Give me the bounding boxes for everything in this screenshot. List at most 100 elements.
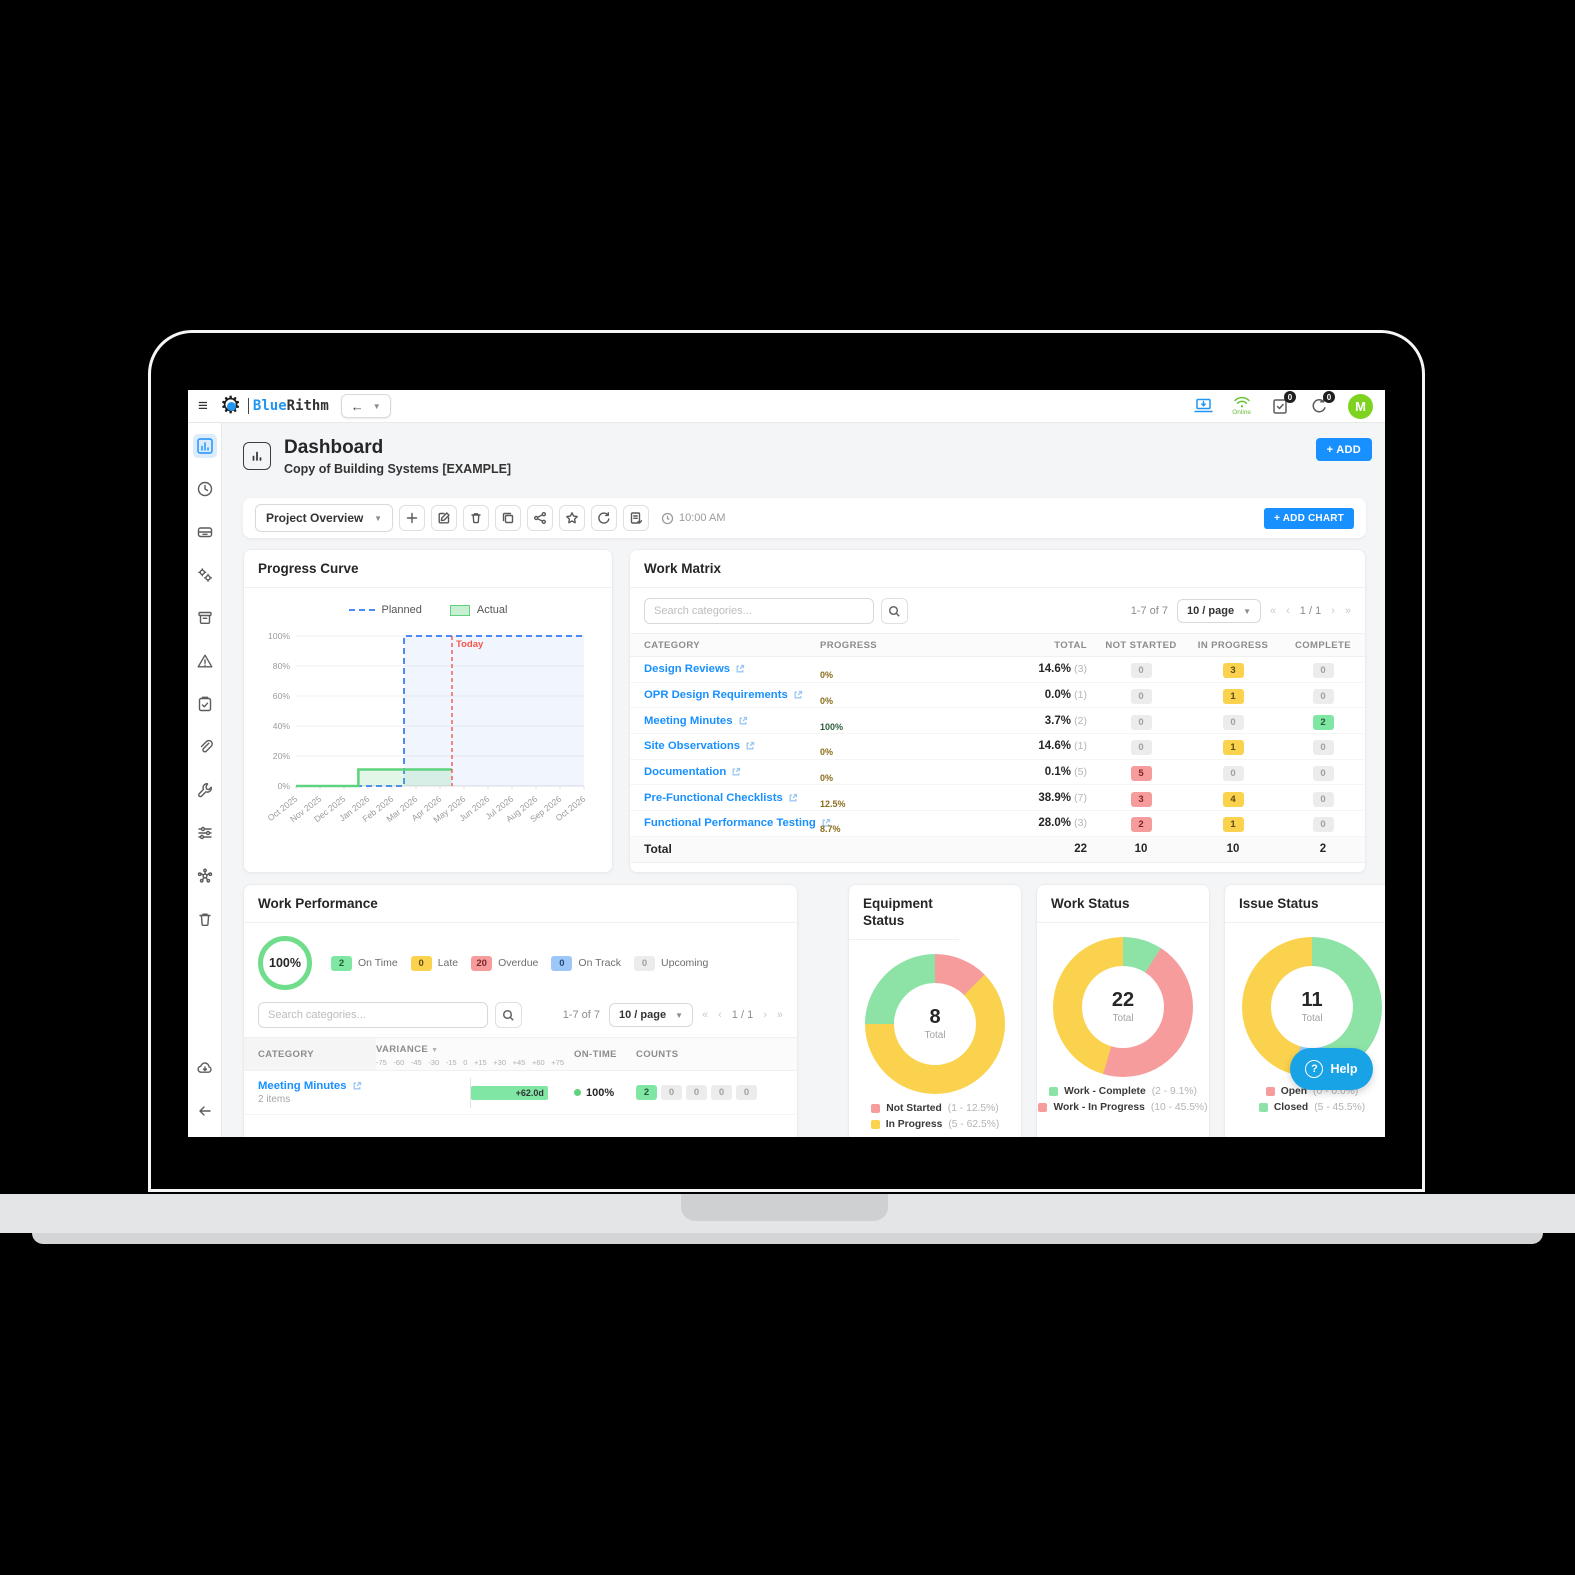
last-page-button[interactable]: » [1344, 605, 1351, 617]
next-page-button[interactable]: › [763, 1009, 767, 1021]
external-link-icon [353, 1081, 361, 1090]
user-avatar[interactable]: M [1348, 393, 1373, 419]
add-chart-button[interactable]: + ADD CHART [1264, 507, 1354, 529]
category-link[interactable]: Meeting Minutes [258, 1080, 347, 1092]
legend-item: Open (0 - 0.0%) [1265, 1086, 1358, 1097]
sidebar-item-settings[interactable] [193, 563, 217, 587]
table-row: Functional Performance Testing 8.7% 28.0… [630, 811, 1365, 837]
planned-legend-swatch [348, 609, 375, 611]
back-arrow-icon[interactable]: ← [350, 398, 364, 414]
first-page-button[interactable]: « [1270, 605, 1277, 617]
brand-name: BlueRithm [247, 398, 329, 414]
category-link[interactable]: Functional Performance Testing [644, 817, 816, 830]
category-link[interactable]: OPR Design Requirements [644, 689, 788, 702]
status-badge: 2 [1312, 714, 1334, 730]
category-link[interactable]: Pre-Functional Checklists [644, 791, 783, 804]
legend-item: In Progress (5 - 62.5%) [870, 1119, 999, 1130]
page-size-select[interactable]: 10 / page ▼ [1177, 599, 1261, 623]
external-link-icon [822, 819, 830, 827]
main-content: Dashboard Copy of Building Systems [EXAM… [222, 423, 1385, 1137]
status-badge: 0 [1222, 714, 1244, 730]
sidebar-item-filters[interactable] [193, 821, 217, 845]
prev-page-button[interactable]: ‹ [718, 1009, 722, 1021]
category-link[interactable]: Documentation [644, 766, 727, 779]
variance-bar: +62.0d [471, 1085, 548, 1100]
help-button[interactable]: ? Help [1290, 1048, 1373, 1090]
legend-item: Work - In Progress (10 - 45.5%) [1038, 1102, 1208, 1113]
edit-button[interactable] [431, 505, 457, 531]
items-count: 2 items [258, 1094, 291, 1105]
count-badge: 0 [661, 1085, 682, 1100]
search-input[interactable] [644, 598, 874, 624]
page-indicator: 1 / 1 [731, 1009, 754, 1021]
chevron-down-icon[interactable]: ▼ [372, 401, 381, 411]
on-time-cell: 100% [574, 1087, 636, 1099]
page-size-select[interactable]: 10 / page ▼ [609, 1003, 693, 1027]
category-link[interactable]: Site Observations [644, 740, 741, 753]
work-matrix-title: Work Matrix [630, 550, 1365, 588]
external-link-icon [794, 690, 802, 699]
bar-chart-icon [196, 438, 213, 454]
sidebar-collapse[interactable] [193, 1099, 217, 1123]
duplicate-button[interactable] [495, 505, 521, 531]
search-input[interactable] [258, 1002, 488, 1028]
sync-icon[interactable]: 0 [1309, 391, 1335, 416]
device-download-icon[interactable] [1193, 396, 1213, 416]
next-page-button[interactable]: › [1331, 605, 1335, 617]
sidebar-item-dashboard[interactable] [192, 434, 217, 458]
summary-badge: 2 On Time [331, 955, 398, 971]
paperclip-icon [200, 739, 213, 753]
hamburger-menu-icon[interactable]: ≡ [198, 396, 208, 415]
svg-text:Today: Today [456, 639, 484, 650]
status-badge: 0 [1312, 663, 1334, 679]
checklist-icon[interactable]: 0 [1270, 391, 1296, 416]
search-button[interactable] [495, 1002, 522, 1028]
curve-legend: Planned Actual [244, 604, 612, 616]
legend-item: Closed (5 - 45.5%) [1258, 1102, 1365, 1113]
sidebar-item-history[interactable] [193, 477, 217, 501]
prev-page-button[interactable]: ‹ [1286, 605, 1290, 617]
svg-text:20%: 20% [273, 751, 291, 761]
share-button[interactable] [527, 505, 553, 531]
sidebar-item-attachments[interactable] [193, 735, 217, 759]
sidebar-item-offline-sync[interactable] [193, 1056, 217, 1080]
favorite-button[interactable] [559, 505, 585, 531]
legend-item: Not Started (1 - 12.5%) [871, 1103, 999, 1114]
refresh-button[interactable] [591, 505, 617, 531]
status-badge: 2 [1130, 817, 1152, 833]
category-link[interactable]: Meeting Minutes [644, 714, 733, 727]
count-badge: 0 [686, 1085, 707, 1100]
chevron-down-icon: ▼ [374, 513, 382, 523]
sidebar-item-trash[interactable] [193, 907, 217, 931]
last-page-button[interactable]: » [776, 1009, 783, 1021]
category-link[interactable]: Design Reviews [644, 663, 731, 676]
report-button[interactable] [623, 505, 649, 531]
view-selector[interactable]: Project Overview ▼ [255, 504, 393, 532]
equipment-status-card: Equipment Status 8 Total Not Started (1 - … [848, 884, 1022, 1137]
warning-triangle-icon [197, 654, 212, 668]
variance-sort[interactable]: VARIANCE ▼ [376, 1044, 439, 1055]
sidebar-item-equipment[interactable] [193, 520, 217, 544]
new-view-button[interactable] [399, 505, 425, 531]
issue-status-title: Issue Status [1225, 885, 1385, 923]
dashboard-toolbar: Project Overview ▼ 10:00 AM + ADD CHART [243, 498, 1366, 538]
sidebar-item-issues[interactable] [193, 649, 217, 673]
dashboard-page-icon [243, 442, 271, 471]
external-link-icon [732, 767, 741, 776]
sidebar-item-integrations[interactable] [193, 864, 217, 888]
range-label: 1-7 of 7 [562, 1009, 600, 1021]
sidebar-item-archive[interactable] [193, 606, 217, 630]
delete-button[interactable] [463, 505, 489, 531]
range-label: 1-7 of 7 [1130, 605, 1168, 617]
search-button[interactable] [881, 598, 908, 624]
svg-text:80%: 80% [273, 661, 291, 671]
add-button[interactable]: + ADD [1315, 438, 1372, 461]
sidebar-item-checklists[interactable] [193, 692, 217, 716]
equipment-icon [197, 527, 212, 538]
work-performance-card: Work Performance 100% 2 On Time 0 Late 20 O… [243, 884, 798, 1137]
sidebar-item-tools[interactable] [193, 778, 217, 802]
summary-badge: 0 Upcoming [634, 955, 708, 971]
first-page-button[interactable]: « [702, 1009, 709, 1021]
nav-back-group[interactable]: ← ▼ [340, 394, 391, 418]
actual-legend-swatch [449, 604, 470, 616]
